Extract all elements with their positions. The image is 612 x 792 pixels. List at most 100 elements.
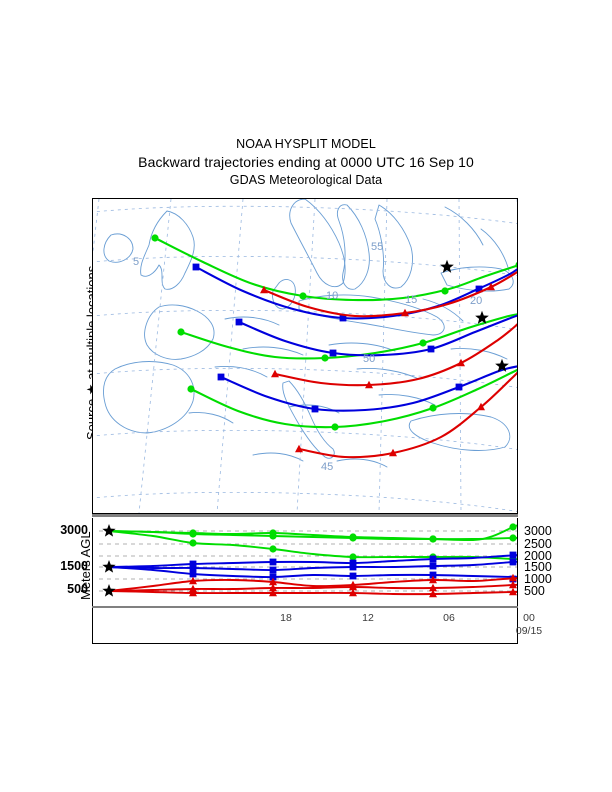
blue-traj-2-marker — [329, 349, 337, 357]
met-data-label: GDAS Meteorological Data — [229, 173, 383, 187]
coastline-path — [140, 210, 195, 290]
green-traj-2-marker — [419, 339, 427, 347]
green-traj-3-marker — [187, 385, 195, 393]
altitude-left-label: 3000 — [60, 523, 88, 537]
map-canvas[interactable]: 5 10 15 20 55 50 45 — [93, 199, 517, 513]
red-traj-2-marker — [365, 380, 373, 389]
green-alt-2-marker — [269, 532, 277, 540]
coastline-path — [378, 394, 436, 406]
parallel-line — [93, 205, 517, 224]
coastline-path — [224, 316, 280, 326]
meridian-line — [296, 199, 316, 513]
blue-alt-2-marker — [429, 562, 437, 570]
blue-traj-2-marker — [427, 345, 435, 353]
parallel-line — [93, 367, 517, 388]
trajectory-subtitle: Backward trajectories ending at 0000 UTC… — [138, 154, 474, 170]
meridian-line — [458, 199, 462, 513]
blue-alt-2-marker — [189, 564, 197, 572]
coastline-path — [103, 233, 134, 263]
title-block: NOAA HYSPLIT MODEL Backward trajectories… — [0, 136, 612, 189]
blue-traj-3-marker — [217, 373, 225, 381]
altitude-canvas[interactable] — [93, 518, 517, 606]
green-traj-2-marker — [177, 328, 185, 336]
coastline-path — [374, 204, 413, 289]
source-star-icon — [495, 358, 509, 372]
time-axis-date-label: 09/15 — [515, 625, 543, 637]
blue-alt-3-marker — [189, 570, 197, 578]
graticule-label: 10 — [326, 290, 338, 302]
red-alt-1-marker — [269, 577, 277, 586]
blue-alt-2-marker — [349, 563, 357, 571]
meridian-line — [216, 199, 244, 513]
blue-alt-3-marker — [349, 572, 357, 580]
green-traj-1-marker — [299, 292, 307, 300]
red-alt-3-marker — [509, 587, 517, 596]
coastline-path — [144, 304, 215, 360]
red-alt-1-marker — [429, 575, 437, 584]
red-alt-2-marker — [509, 580, 517, 589]
green-traj-1-marker — [441, 287, 449, 295]
green-alt-3-marker — [269, 545, 277, 553]
blue-traj-1 — [194, 265, 517, 320]
graticule-label: 15 — [405, 294, 417, 306]
coastline-path — [422, 298, 464, 322]
model-title: NOAA HYSPLIT MODEL — [236, 137, 376, 151]
altitude-left-label: 1500 — [60, 559, 88, 573]
altitude-panel[interactable] — [92, 518, 518, 608]
green-traj-3-marker — [331, 423, 339, 431]
blue-alt-1-marker — [349, 559, 357, 567]
green-traj-2-marker — [321, 354, 329, 362]
coastline-layer — [103, 199, 514, 468]
map-panel[interactable]: 5 10 15 20 55 50 45 — [92, 198, 518, 514]
coastline-path — [440, 266, 514, 292]
altitude-right-label: 2500 — [524, 537, 552, 551]
red-traj-3 — [297, 371, 517, 459]
graticule-label: 45 — [321, 461, 333, 473]
coastline-path — [289, 199, 346, 287]
coastline-path — [444, 206, 484, 246]
graticule-label: 50 — [363, 353, 375, 365]
altitude-start-star-layer — [102, 524, 116, 597]
red-alt-3-marker — [189, 588, 197, 597]
green-traj-1-marker — [515, 262, 517, 268]
green-traj-1 — [153, 236, 517, 302]
blue-alt-1-marker — [429, 555, 437, 563]
altitude-right-label: 3000 — [524, 524, 552, 538]
red-traj-3-marker — [477, 402, 485, 411]
green-alt-3-marker — [189, 539, 197, 547]
time-tick-label: 06 — [443, 612, 455, 624]
blue-traj-1-marker — [475, 285, 483, 293]
red-alt-2-marker — [189, 584, 197, 593]
altitude-start-star-icon — [102, 524, 116, 537]
red-traj-2-marker — [271, 369, 279, 378]
altitude-start-star-icon — [102, 584, 116, 597]
parallel-line — [93, 255, 517, 276]
time-tick-label: 12 — [362, 612, 374, 624]
graticule-label-layer: 5 10 15 20 55 50 45 — [133, 241, 482, 473]
blue-alt-1-marker — [269, 558, 277, 566]
red-traj-1-marker — [401, 308, 409, 317]
graticule-layer — [93, 199, 517, 513]
altitude-start-star-icon — [102, 560, 116, 573]
green-alt-3-marker — [349, 553, 357, 561]
coastline-path — [282, 380, 335, 459]
blue-alt-1-marker — [189, 560, 197, 568]
altitude-right-label: 500 — [524, 584, 545, 598]
coastline-path — [188, 412, 234, 424]
coastline-path — [214, 366, 268, 378]
red-traj-2 — [273, 323, 517, 387]
altitude-trace-layer — [108, 523, 517, 598]
red-alt-2 — [108, 583, 517, 592]
blue-traj-2-marker — [235, 318, 243, 326]
blue-traj-1-marker — [192, 263, 200, 271]
coastline-path — [328, 342, 396, 352]
coastline-path — [336, 204, 370, 290]
altitude-gridline-layer — [99, 530, 517, 592]
meridian-line — [378, 199, 388, 513]
blue-traj-2 — [237, 314, 517, 357]
red-alt-2-marker — [269, 583, 277, 592]
green-traj-3-marker — [429, 404, 437, 412]
source-star-icon — [475, 310, 489, 324]
red-alt-3-marker — [269, 588, 277, 597]
